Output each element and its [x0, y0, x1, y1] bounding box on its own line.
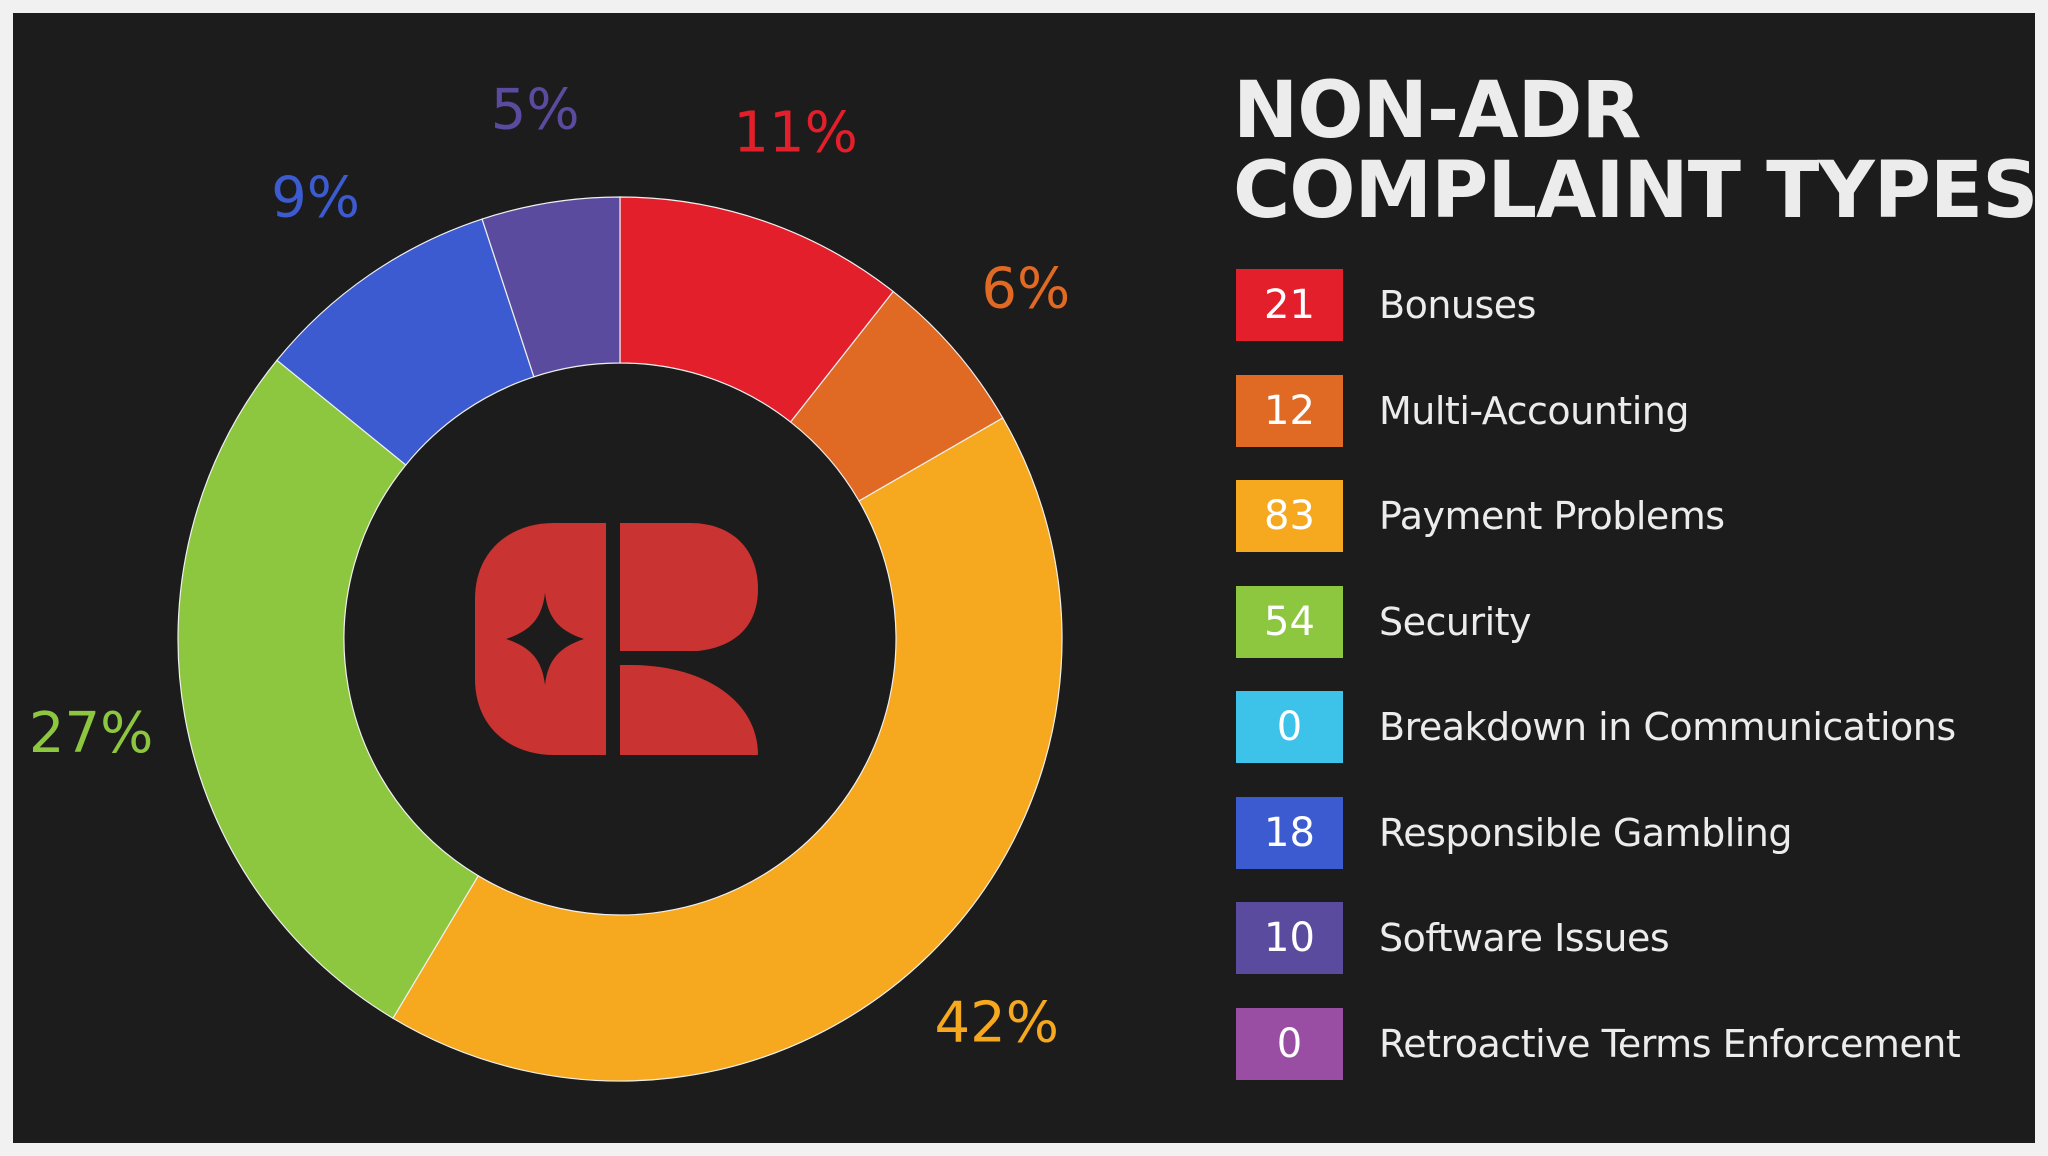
- slice-software-issues: [481, 196, 621, 378]
- legend-value: 18: [1236, 796, 1343, 869]
- legend-item-multi-accounting: 12 Multi-Accounting: [1236, 374, 1996, 447]
- cr-logo-icon: [475, 523, 758, 755]
- legend-item-bonuses: 21 Bonuses: [1236, 269, 1996, 341]
- legend-value: 54: [1236, 585, 1343, 658]
- percent-label-bonuses: 11%: [733, 101, 857, 166]
- legend-label: Payment Problems: [1379, 494, 1725, 538]
- title-line-2: COMPLAINT TYPES: [1233, 146, 2035, 236]
- legend-value: 0: [1236, 1007, 1343, 1080]
- donut-slices: [177, 196, 1063, 1082]
- legend-label: Bonuses: [1379, 283, 1536, 327]
- donut-chart: 11% 6% 42% 27% 9% 5%: [29, 78, 1070, 1082]
- slice-payment-problems: [392, 417, 1063, 1082]
- percent-labels: 11% 6% 42% 27% 9% 5%: [29, 78, 1070, 1056]
- percent-label-payment-problems: 42%: [934, 991, 1058, 1056]
- legend-item-responsible-gambling: 18 Responsible Gambling: [1236, 796, 1996, 869]
- chart-title: NON-ADR COMPLAINT TYPES: [1233, 71, 2035, 231]
- legend-item-software-issues: 10 Software Issues: [1236, 902, 1996, 974]
- legend-value: 0: [1236, 691, 1343, 763]
- legend-label: Multi-Accounting: [1379, 388, 1689, 433]
- legend-value: 83: [1236, 480, 1343, 552]
- legend-label: Responsible Gambling: [1379, 810, 1793, 855]
- chart-panel: 11% 6% 42% 27% 9% 5% NON-ADR COMPLAINT TYPES …: [13, 13, 2035, 1143]
- legend-value: 12: [1236, 374, 1343, 447]
- legend-item-payment-problems: 83 Payment Problems: [1236, 480, 1996, 552]
- legend-label: Security: [1379, 599, 1532, 644]
- legend-item-breakdown-in-communications: 0 Breakdown in Communications: [1236, 691, 1996, 763]
- legend-item-security: 54 Security: [1236, 585, 1996, 658]
- legend-item-retroactive-terms-enforcement: 0 Retroactive Terms Enforcement: [1236, 1007, 1996, 1080]
- title-line-1: NON-ADR: [1233, 66, 1641, 156]
- legend-label: Software Issues: [1379, 916, 1670, 960]
- percent-label-multi-accounting: 6%: [981, 256, 1070, 321]
- percent-label-responsible-gambling: 9%: [271, 166, 360, 231]
- legend-label: Retroactive Terms Enforcement: [1379, 1021, 1961, 1066]
- legend-label: Breakdown in Communications: [1379, 705, 1956, 749]
- percent-label-software-issues: 5%: [491, 78, 580, 143]
- percent-label-security: 27%: [29, 701, 153, 766]
- legend-value: 21: [1236, 269, 1343, 341]
- slice-security: [177, 359, 480, 1020]
- legend-value: 10: [1236, 902, 1343, 974]
